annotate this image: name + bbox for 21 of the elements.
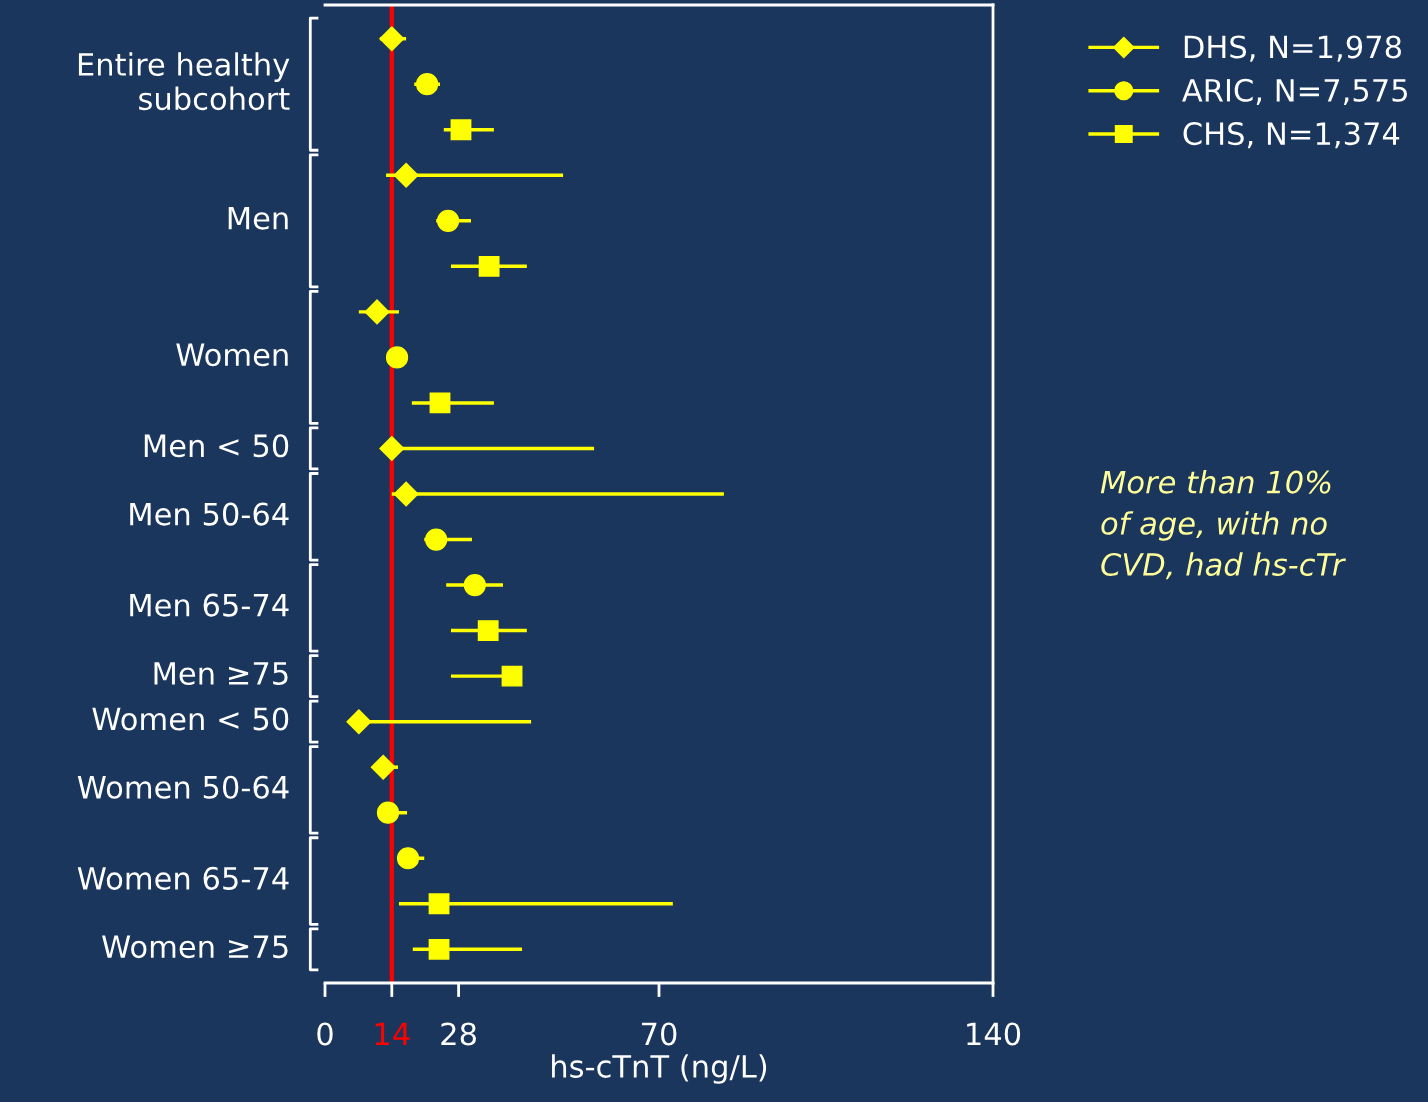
y-tick-label: Men < 50 xyxy=(144,434,289,458)
x-tick-label: 70 xyxy=(642,1022,677,1046)
x-tick-label: 0 xyxy=(317,1022,333,1046)
y-tick-label: Women ≥75 xyxy=(102,935,288,959)
y-tick-label: Men xyxy=(228,206,288,230)
y-tick-label: Women 65-74 xyxy=(77,866,289,890)
y-tick-label: Entire healthy subcohort xyxy=(78,52,290,111)
x-axis-title: hs-cTnT (ng/L) xyxy=(552,1054,767,1084)
y-tick-label: Men 65-74 xyxy=(130,593,289,617)
x-tick-label: 14 xyxy=(375,1022,410,1046)
y-tick-label: Women 50-64 xyxy=(77,775,289,799)
legend-label: DHS, N=1,978 xyxy=(1184,35,1401,62)
y-tick-label: Men 50-64 xyxy=(130,502,289,526)
y-tick-label: Women < 50 xyxy=(92,707,289,731)
x-tick-label: 28 xyxy=(441,1022,476,1046)
y-tick-label: Men ≥75 xyxy=(154,662,288,685)
y-tick-label: Women xyxy=(176,343,288,367)
text: More than 10% of age, with no CVD, had hs-cTr xyxy=(1100,470,1346,580)
legend-label: CHS, N=1,374 xyxy=(1183,122,1400,149)
x-tick-label: 140 xyxy=(967,1022,1021,1046)
legend-label: ARIC, N=7,575 xyxy=(1182,78,1407,105)
